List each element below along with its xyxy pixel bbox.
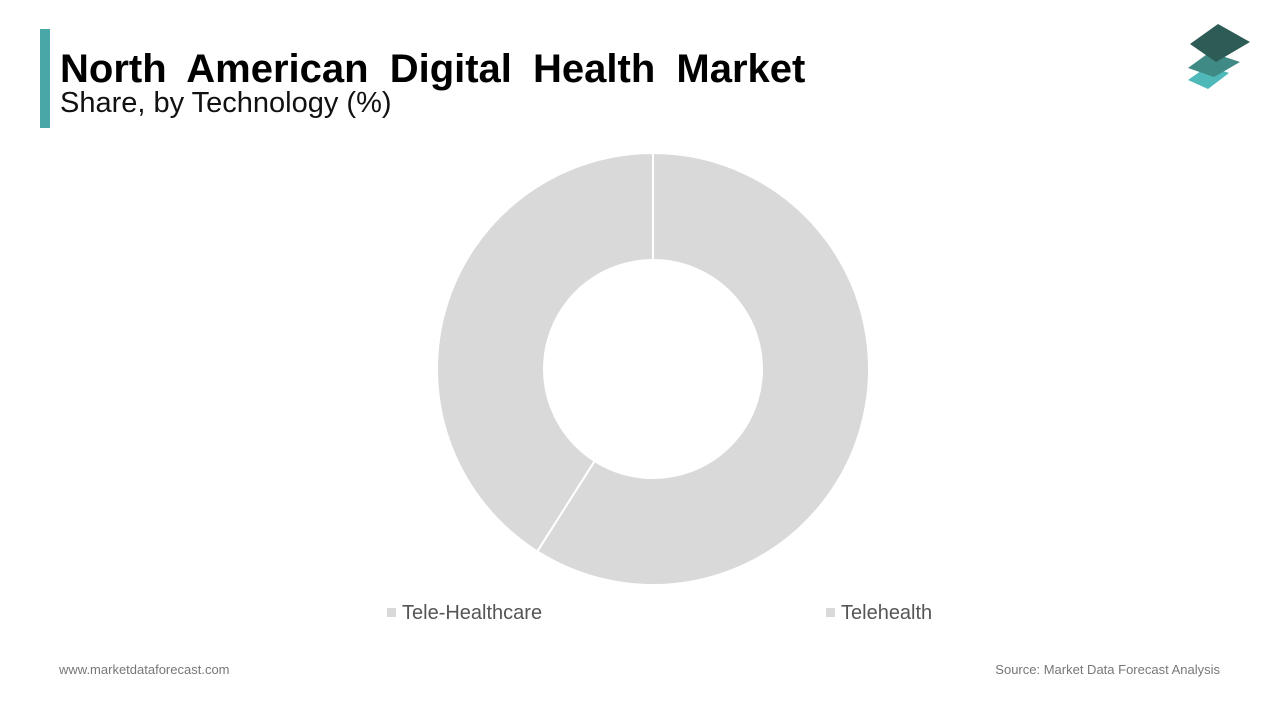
legend-label-tele-healthcare: Tele-Healthcare: [402, 602, 542, 624]
brand-logo-icon: [1188, 24, 1250, 89]
legend-swatch-telehealth: [826, 608, 835, 617]
donut-slices: [436, 151, 870, 586]
logo-top-layer: [1190, 24, 1250, 62]
source-note: Source: Market Data Forecast Analysis: [995, 662, 1220, 677]
donut-slice-tele-healthcare: [436, 151, 654, 553]
page-title: North American Digital Health Market: [60, 47, 806, 91]
page-subtitle: Share, by Technology (%): [60, 87, 392, 119]
logo-middle-layer: [1188, 52, 1240, 77]
legend-label-telehealth: Telehealth: [841, 602, 932, 624]
donut-slice-telehealth: [535, 151, 870, 586]
website-url: www.marketdataforecast.com: [59, 662, 230, 677]
legend-swatch-tele-healthcare: [387, 608, 396, 617]
title-accent-bar: [40, 29, 50, 128]
chart-legend: Tele-Healthcare Telehealth: [387, 602, 932, 624]
